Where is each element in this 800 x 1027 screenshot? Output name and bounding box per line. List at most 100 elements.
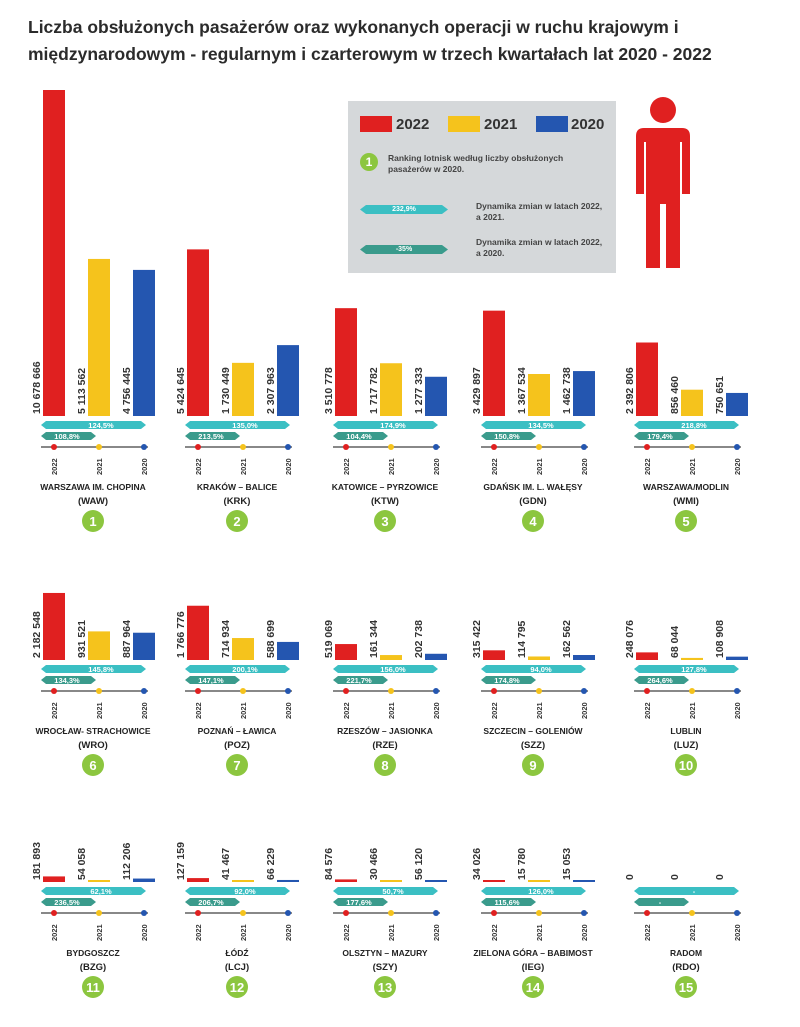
legend-ranking-circle: 1 <box>360 153 378 171</box>
timeline-year-label: 2020 <box>140 924 149 941</box>
timeline-dot-2020 <box>285 910 291 916</box>
bar-2020 <box>133 269 155 416</box>
airport-name: RZESZÓW – JASIONKA <box>337 725 433 736</box>
timeline-dot-2021 <box>240 444 246 450</box>
bar-2021 <box>232 880 254 882</box>
bar-value-label: 714 934 <box>220 620 232 658</box>
dynamics-2020-arrow <box>41 432 96 440</box>
dynamics-2021-label: 127,8% <box>681 665 707 674</box>
airport-name: WROCŁAW- STRACHOWICE <box>35 726 150 736</box>
airport-name: ŁÓDŹ <box>225 947 248 958</box>
airport-group: 127 159 41 467 66 229 92,0% 206,7% 2022 2021 20… <box>175 842 299 998</box>
airport-name: RADOM <box>670 948 702 958</box>
timeline-dot-2022 <box>195 688 201 694</box>
dynamics-2020-label: 134,3% <box>54 676 80 685</box>
dynamics-2021-arrow <box>185 665 290 673</box>
timeline-dot-2021 <box>96 910 102 916</box>
dynamics-2021-label: 126,0% <box>528 887 554 896</box>
timeline-year-label: 2022 <box>194 458 203 475</box>
bar-value-label: 750 651 <box>714 376 726 414</box>
airport-code: (WMI) <box>673 496 699 507</box>
timeline-dot-2021 <box>536 910 542 916</box>
timeline-dot-2022 <box>195 910 201 916</box>
timeline-dot-2020 <box>141 688 147 694</box>
timeline-year-label: 2022 <box>50 924 59 941</box>
timeline-dot-2021 <box>689 910 695 916</box>
airport-code: (POZ) <box>224 740 250 751</box>
bar-value-label: 2 392 806 <box>624 367 636 414</box>
legend-arrow-dark-teal: -35% <box>360 245 448 254</box>
rank-circle <box>374 754 396 776</box>
timeline-year-label: 2021 <box>387 458 396 475</box>
airport-name: LUBLIN <box>670 726 701 736</box>
bar-value-label: 887 964 <box>121 620 133 658</box>
airport-name: WARSZAWA IM. CHOPINA <box>40 482 145 492</box>
bar-value-label: 30 466 <box>368 848 380 880</box>
bar-2022 <box>335 644 357 660</box>
bar-2020 <box>133 632 155 660</box>
timeline-dot-2022 <box>644 444 650 450</box>
legend-label-2020: 2020 <box>571 116 605 133</box>
rank-number: 13 <box>378 980 392 995</box>
timeline-dot-2021 <box>96 688 102 694</box>
bar-2021 <box>681 657 703 660</box>
bar-2022 <box>335 879 357 882</box>
rank-number: 10 <box>679 758 693 773</box>
dynamics-2021-arrow <box>185 421 290 429</box>
timeline-year-label: 2021 <box>239 924 248 941</box>
legend-swatch-2022 <box>360 116 392 132</box>
dynamics-2020-arrow <box>41 676 96 684</box>
dynamics-2021-arrow <box>481 665 586 673</box>
timeline-year-label: 2022 <box>490 924 499 941</box>
rank-number: 1 <box>89 514 96 529</box>
person-icon <box>636 97 690 268</box>
dynamics-2021-arrow <box>634 887 739 895</box>
rank-circle <box>82 976 104 998</box>
dynamics-2020-label: 108,8% <box>54 432 80 441</box>
airport-name: SZCZECIN – GOLENIÓW <box>483 725 583 736</box>
bar-value-label: 202 738 <box>413 620 425 658</box>
timeline-dot-2020 <box>433 910 439 916</box>
timeline-dot-2021 <box>388 688 394 694</box>
bar-value-label: 66 229 <box>265 848 277 880</box>
timeline-year-label: 2021 <box>387 702 396 719</box>
airport-code: (WAW) <box>78 496 108 507</box>
bar-2020 <box>726 656 748 660</box>
dynamics-2021-arrow <box>481 887 586 895</box>
airport-group: 5 424 645 1 730 449 2 307 963 135,0% 213,5% 2… <box>175 249 299 532</box>
dynamics-2020-arrow <box>185 898 240 906</box>
bar-value-label: 162 562 <box>561 620 573 658</box>
rank-number: 15 <box>679 980 693 995</box>
timeline-dot-2022 <box>51 910 57 916</box>
bar-2020 <box>573 371 595 416</box>
timeline-year-label: 2022 <box>643 702 652 719</box>
timeline-dot-2022 <box>644 910 650 916</box>
bar-value-label: 5 424 645 <box>175 367 187 414</box>
bar-2021 <box>528 656 550 660</box>
bar-2022 <box>43 90 65 416</box>
timeline-dot-2020 <box>141 910 147 916</box>
rank-circle <box>374 976 396 998</box>
airport-group: 2 392 806 856 460 750 651 218,8% 179,4% 2022 2… <box>624 342 748 532</box>
airport-group: 1 766 776 714 934 588 699 200,1% 147,1% 2022 2… <box>175 605 299 776</box>
bar-2022 <box>636 342 658 416</box>
dynamics-2020-label: 147,1% <box>198 676 224 685</box>
legend-label-2022: 2022 <box>396 116 430 133</box>
timeline-dot-2021 <box>689 688 695 694</box>
timeline-dot-2022 <box>491 910 497 916</box>
rank-circle <box>522 510 544 532</box>
bar-2022 <box>483 650 505 660</box>
bar-value-label: 5 113 562 <box>76 368 88 414</box>
dynamics-2021-arrow <box>41 421 146 429</box>
bar-value-label: 3 510 778 <box>323 367 335 414</box>
timeline-dot-2020 <box>141 444 147 450</box>
dynamics-2021-arrow <box>41 665 146 673</box>
airport-code: (WRO) <box>78 740 108 751</box>
bar-value-label: 108 908 <box>714 620 726 658</box>
airport-group: 181 893 54 058 112 206 62,1% 236,5% 2022 2021 2… <box>31 842 155 998</box>
dynamics-2020-arrow <box>333 898 388 906</box>
dynamics-2021-label: 124,5% <box>88 421 114 430</box>
bar-2022 <box>187 878 209 882</box>
timeline-dot-2020 <box>734 688 740 694</box>
bar-value-label: 114 795 <box>516 620 528 658</box>
